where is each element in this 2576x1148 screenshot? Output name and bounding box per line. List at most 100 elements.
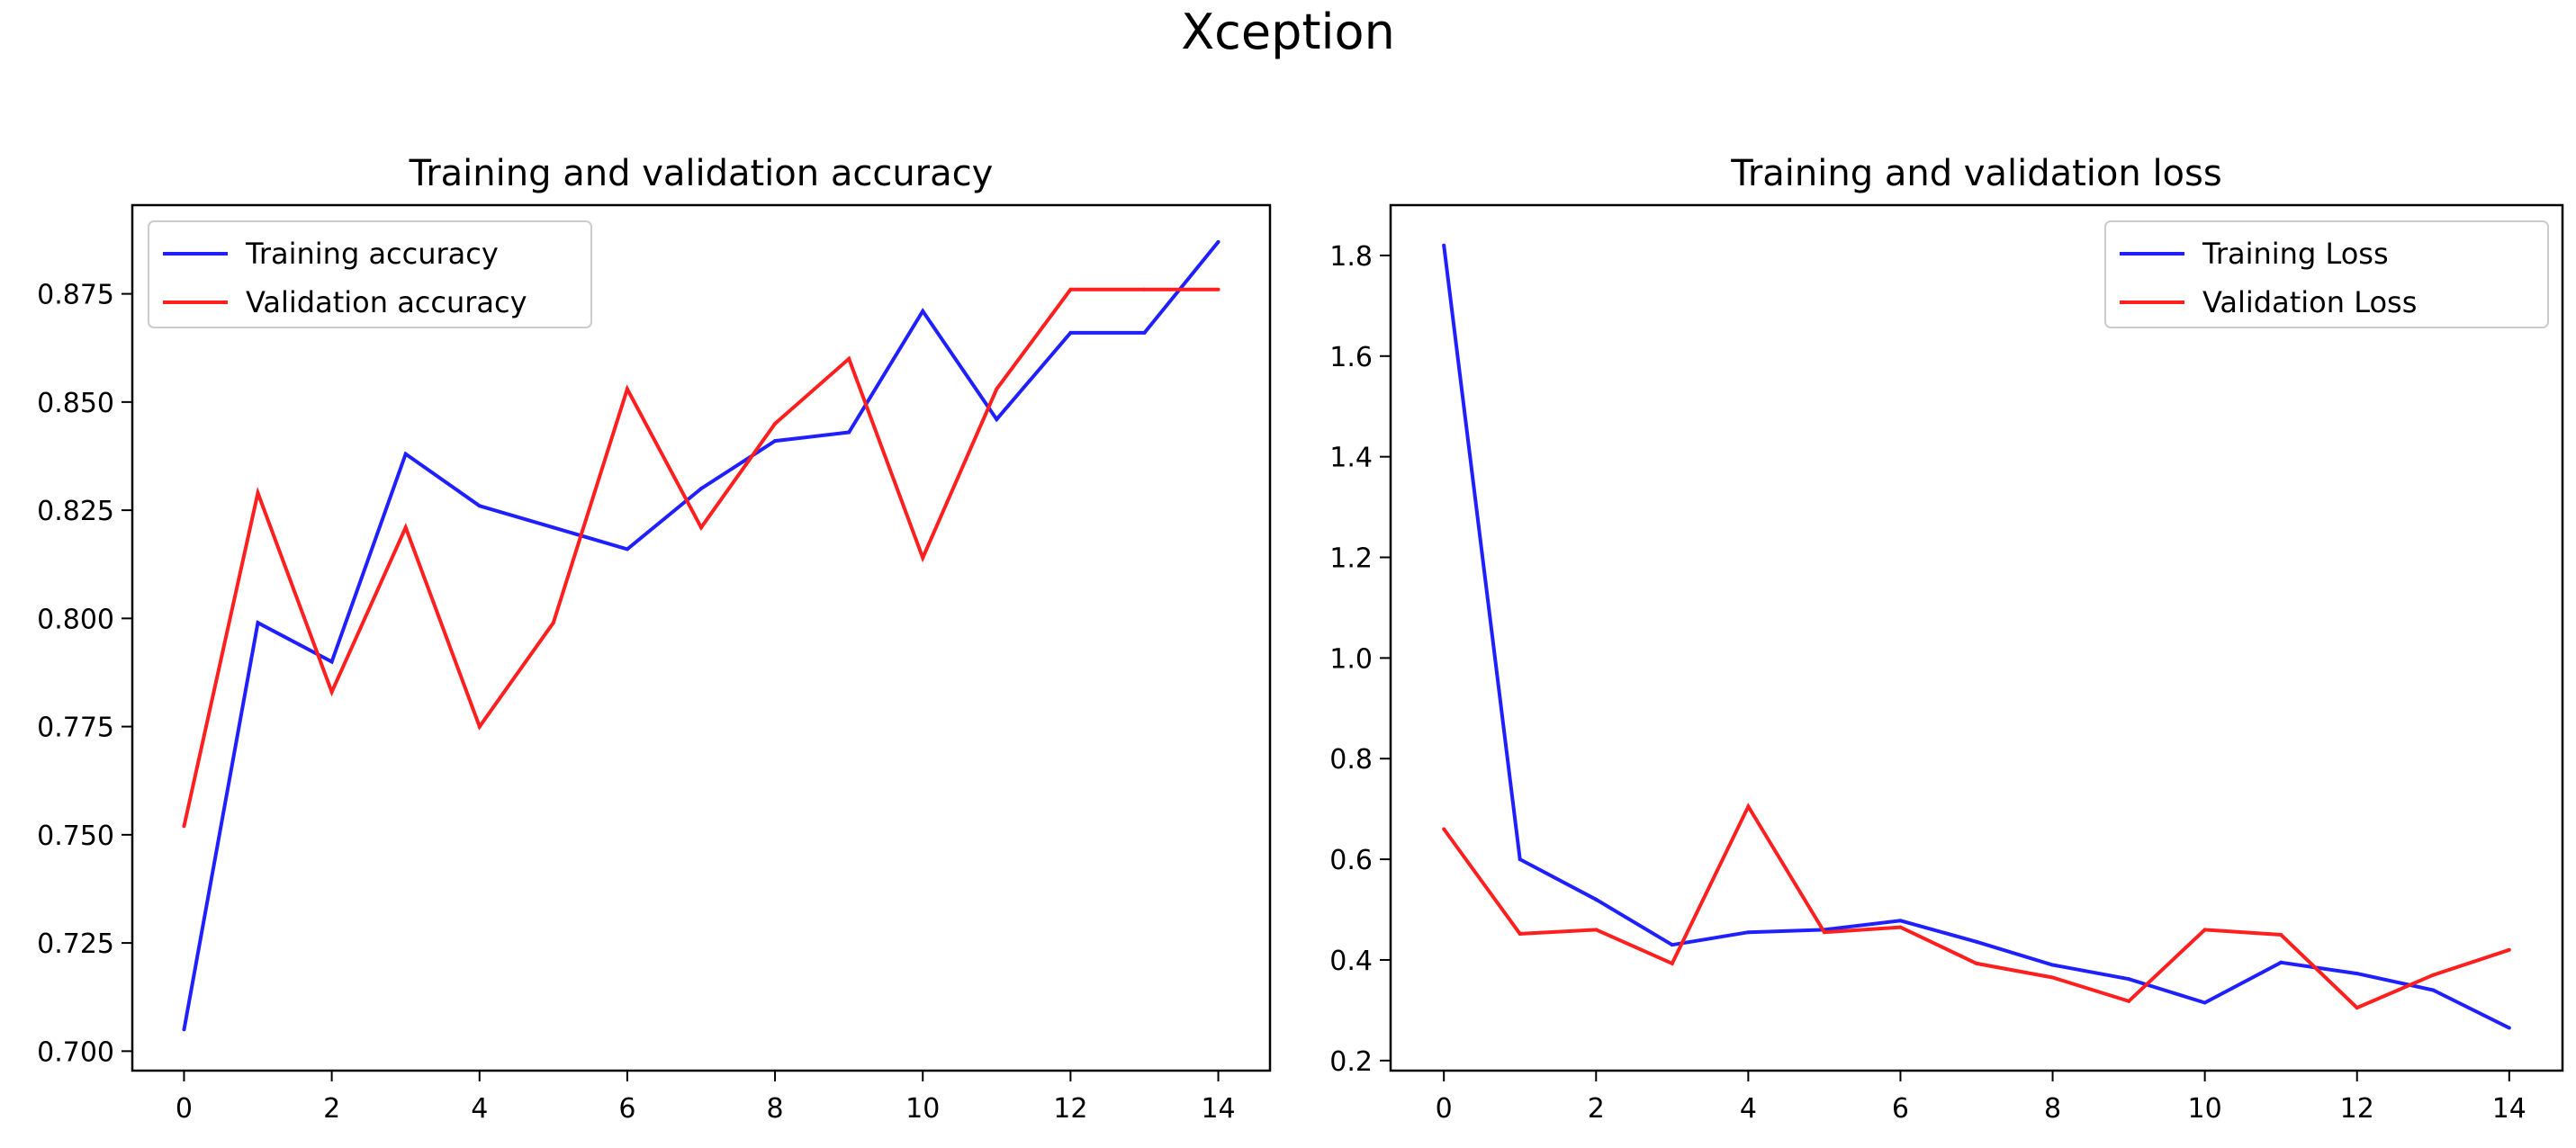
data-point xyxy=(1518,857,1522,862)
data-point xyxy=(847,356,851,361)
x-tick-label: 4 xyxy=(1740,1093,1757,1125)
y-tick-label: 1.6 xyxy=(1329,342,1373,373)
legend-box xyxy=(148,220,592,328)
data-point xyxy=(625,547,629,552)
y-tick-label: 1.2 xyxy=(1329,543,1373,575)
series-line-2 xyxy=(182,287,1219,827)
data-point xyxy=(403,452,408,456)
y-tick-label: 0.750 xyxy=(37,821,114,852)
data-point xyxy=(847,430,851,435)
data-point xyxy=(2202,1000,2207,1005)
loss-chart: Training and validation loss 0 2 4 6 8 10 12 14 0… xyxy=(1329,153,2564,1125)
x-tick-label: 6 xyxy=(618,1093,635,1125)
data-point xyxy=(773,421,778,426)
x-tick-label: 2 xyxy=(1588,1093,1605,1125)
data-point xyxy=(1216,239,1220,244)
legend-label-2: Validation Loss xyxy=(2202,285,2417,319)
x-tick-label: 4 xyxy=(471,1093,488,1125)
data-point xyxy=(2431,973,2436,977)
data-point xyxy=(551,525,555,530)
y-tick-label: 0.2 xyxy=(1329,1046,1373,1078)
data-point xyxy=(1975,961,1978,965)
y-tick-label: 0.4 xyxy=(1329,946,1373,977)
figure-title: Xception xyxy=(1181,4,1395,60)
data-point xyxy=(551,621,555,625)
x-tick-label: 10 xyxy=(2188,1093,2222,1125)
data-point xyxy=(2050,975,2055,980)
data-point xyxy=(1216,287,1220,291)
data-point xyxy=(2507,947,2511,952)
y-tick-label: 0.8 xyxy=(1329,744,1373,776)
x-tick-label: 6 xyxy=(1892,1093,1909,1125)
data-point xyxy=(1822,930,1826,935)
x-tick-label: 14 xyxy=(1201,1093,1235,1125)
data-point xyxy=(2431,988,2436,992)
data-point xyxy=(1898,919,1903,923)
data-point xyxy=(2355,1006,2359,1010)
series-line-2 xyxy=(1442,803,2510,1010)
data-point xyxy=(182,1027,186,1032)
data-point xyxy=(1594,897,1599,901)
data-point xyxy=(1068,330,1073,335)
data-point xyxy=(1746,804,1751,809)
data-point xyxy=(995,387,999,391)
data-point xyxy=(1518,931,1522,936)
data-point xyxy=(477,724,482,729)
plot-frame xyxy=(1389,203,2564,1072)
y-tick-label: 1.4 xyxy=(1329,443,1373,474)
x-tick-label: 10 xyxy=(905,1093,940,1125)
y-tick-label: 0.800 xyxy=(37,604,114,635)
data-point xyxy=(477,504,482,508)
data-point xyxy=(2050,963,2055,967)
y-tick-label: 0.775 xyxy=(37,713,114,744)
x-tick-label: 12 xyxy=(2340,1093,2374,1125)
legend-box xyxy=(2104,220,2549,328)
y-tick-label: 0.700 xyxy=(37,1036,114,1068)
y-tick-label: 0.850 xyxy=(37,388,114,419)
accuracy-chart: Training and validation accuracy 0 2 4 6 8 10 1… xyxy=(37,153,1272,1125)
data-point xyxy=(625,387,629,391)
data-point xyxy=(403,525,408,530)
data-point xyxy=(1142,287,1147,291)
x-tick-label: 2 xyxy=(323,1093,340,1125)
y-tick-label: 0.825 xyxy=(37,496,114,527)
data-point xyxy=(1975,939,1978,944)
data-point xyxy=(1442,827,1446,831)
data-point xyxy=(2127,999,2131,1003)
data-point xyxy=(921,556,925,561)
data-point xyxy=(2202,928,2207,932)
plot-frame xyxy=(131,203,1272,1072)
data-point xyxy=(699,487,703,491)
data-point xyxy=(1670,961,1674,965)
y-tick-label: 0.6 xyxy=(1329,845,1373,876)
x-tick-label: 0 xyxy=(176,1093,193,1125)
y-tick-label: 0.875 xyxy=(37,280,114,311)
data-point xyxy=(1746,930,1751,935)
chart-title: Training and validation loss xyxy=(1730,153,2221,194)
data-point xyxy=(921,309,925,313)
data-point xyxy=(1142,330,1147,335)
x-tick-label: 0 xyxy=(1436,1093,1453,1125)
x-tick-label: 14 xyxy=(2492,1093,2526,1125)
legend-label-1: Training Loss xyxy=(2202,237,2389,271)
data-point xyxy=(1594,928,1599,932)
x-tick-label: 8 xyxy=(767,1093,784,1125)
chart-title: Training and validation accuracy xyxy=(409,153,994,194)
data-point xyxy=(2127,977,2131,982)
data-point xyxy=(773,439,778,444)
data-point xyxy=(699,525,703,530)
data-point xyxy=(1898,925,1903,929)
data-point xyxy=(2355,972,2359,976)
y-tick-label: 1.0 xyxy=(1329,643,1373,675)
data-point xyxy=(2279,932,2283,937)
data-point xyxy=(1442,243,1446,247)
series-line-1 xyxy=(182,240,1220,1030)
data-point xyxy=(2507,1026,2511,1030)
series-line-1 xyxy=(1442,245,2510,1030)
legend-label-2: Validation accuracy xyxy=(246,285,527,319)
y-tick-label: 1.8 xyxy=(1329,241,1373,273)
data-point xyxy=(995,417,999,422)
data-point xyxy=(256,621,260,625)
data-point xyxy=(256,490,260,495)
